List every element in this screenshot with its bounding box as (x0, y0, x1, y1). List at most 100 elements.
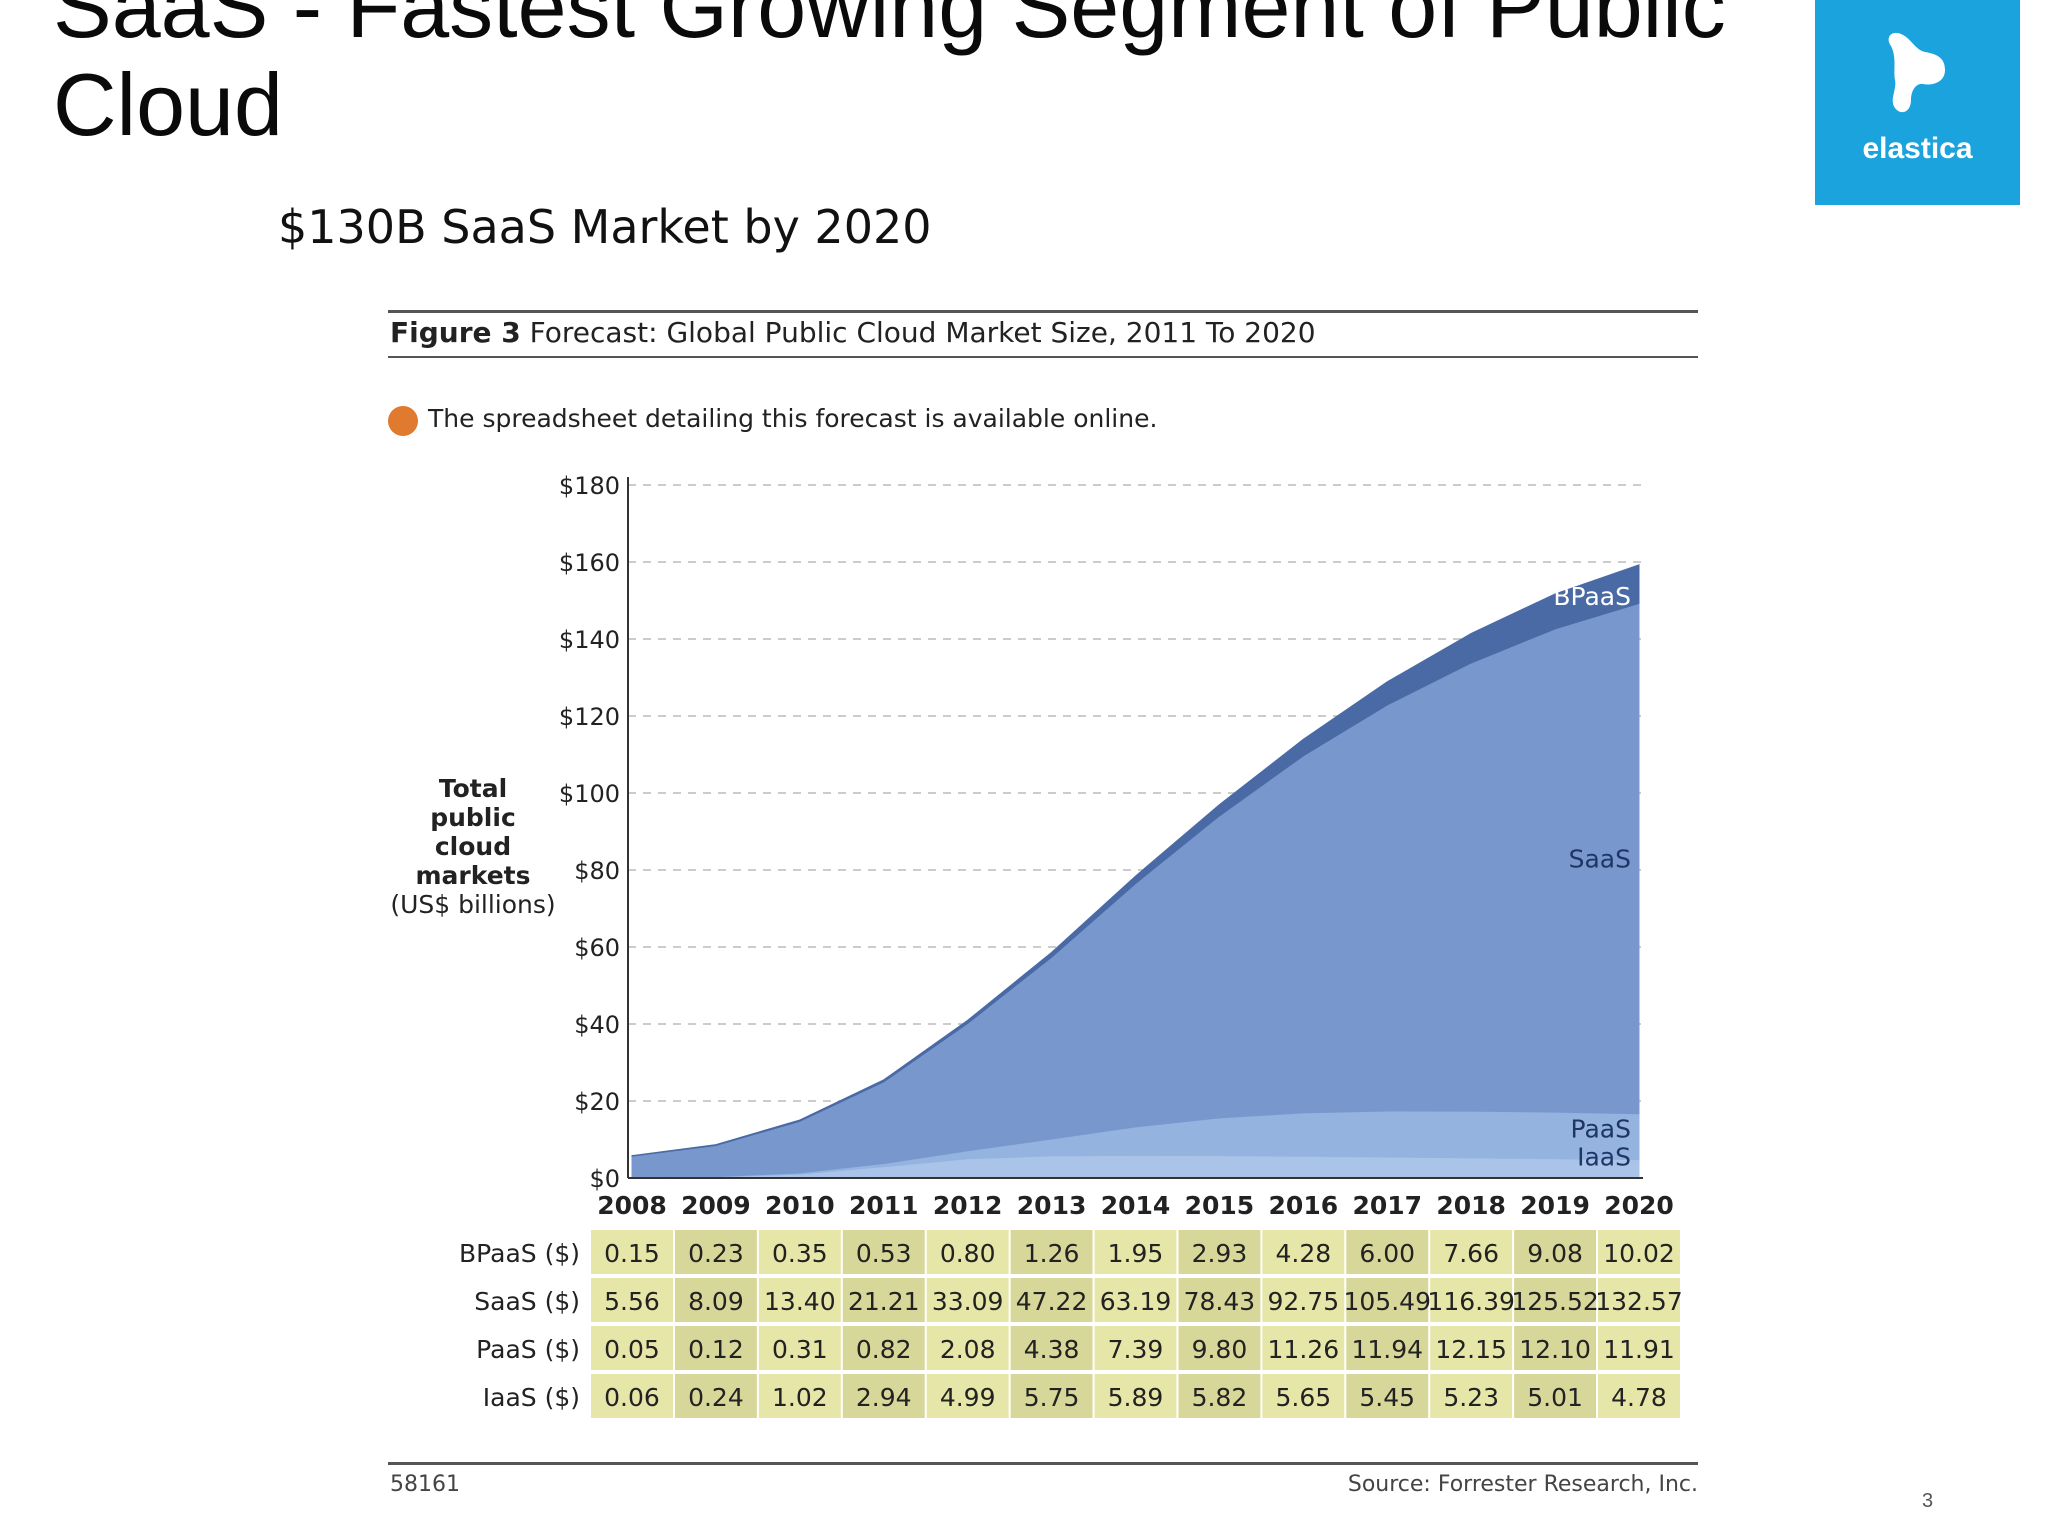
table-cell (758, 1374, 841, 1418)
series-label-iaas: IaaS (1577, 1143, 1631, 1172)
y-tick-label: $140 (559, 626, 620, 654)
x-tick-label: 2011 (849, 1191, 919, 1220)
table-cell (1010, 1374, 1093, 1418)
page-number: 3 (1922, 1490, 1934, 1512)
table-cell-value: 33.09 (932, 1287, 1004, 1316)
table-cell (1598, 1278, 1680, 1322)
table-cell (1178, 1278, 1261, 1322)
table-cell-value: 0.24 (688, 1383, 744, 1412)
table-cell (1514, 1230, 1597, 1274)
series-label-saas: SaaS (1569, 845, 1631, 874)
slide-title: SaaS - Fastest Growing Segment of Public… (53, 0, 1753, 154)
area-saas (631, 602, 1640, 1179)
y-tick-label: $160 (559, 549, 620, 577)
table-cell (674, 1326, 757, 1370)
y-axis-label-line-3: markets (415, 861, 531, 890)
table-cell (1262, 1278, 1345, 1322)
table-cell-value: 4.99 (940, 1383, 996, 1412)
table-cell-value: 2.08 (940, 1335, 996, 1364)
y-tick-label: $60 (574, 934, 620, 962)
x-tick-label: 2015 (1185, 1191, 1255, 1220)
y-axis-label-line-2: public cloud (430, 803, 516, 861)
table-cell (1346, 1278, 1429, 1322)
table-cell (926, 1326, 1009, 1370)
table-cell-value: 5.45 (1359, 1383, 1415, 1412)
table-cell (1514, 1374, 1597, 1418)
slide-subtitle: $130B SaaS Market by 2020 (278, 200, 932, 254)
table-cell-value: 2.94 (856, 1383, 912, 1412)
table-cell-value: 0.80 (940, 1239, 996, 1268)
figure-source: Source: Forrester Research, Inc. (1347, 1472, 1698, 1497)
figure-title: Forecast: Global Public Cloud Market Siz… (529, 316, 1316, 349)
x-tick-label: 2020 (1604, 1191, 1674, 1220)
table-cell (1094, 1278, 1177, 1322)
table-cell (842, 1278, 925, 1322)
table-cell-value: 21.21 (848, 1287, 920, 1316)
x-tick-label: 2012 (933, 1191, 1003, 1220)
spreadsheet-link-icon[interactable] (388, 406, 418, 436)
table-cell (1514, 1278, 1597, 1322)
table-cell-value: 2.93 (1192, 1239, 1248, 1268)
table-cell (674, 1230, 757, 1274)
table-cell-value: 0.06 (604, 1383, 660, 1412)
y-axis-label-line-1: Total (438, 774, 508, 803)
table-cell (926, 1278, 1009, 1322)
table-cell (591, 1230, 673, 1274)
table-cell-value: 8.09 (688, 1287, 744, 1316)
table-cell-value: 13.40 (764, 1287, 836, 1316)
y-tick-label: $80 (574, 857, 620, 885)
x-tick-label: 2016 (1269, 1191, 1339, 1220)
x-tick-label: 2008 (597, 1191, 667, 1220)
table-cell-value: 125.52 (1511, 1287, 1598, 1316)
table-cell (591, 1278, 673, 1322)
table-cell-value: 10.02 (1603, 1239, 1675, 1268)
figure-id: 58161 (390, 1472, 460, 1497)
y-tick-label: $100 (559, 780, 620, 808)
table-cell-value: 0.82 (856, 1335, 912, 1364)
series-label-bpaas: BPaaS (1553, 582, 1631, 611)
table-cell (758, 1230, 841, 1274)
table-cell (674, 1278, 757, 1322)
table-cell (591, 1374, 673, 1418)
table-cell (842, 1326, 925, 1370)
table-cell (591, 1326, 673, 1370)
table-row-label: SaaS ($) (474, 1287, 580, 1316)
table-cell-value: 0.15 (604, 1239, 660, 1268)
table-cell-value: 5.65 (1275, 1383, 1331, 1412)
x-tick-label: 2019 (1520, 1191, 1590, 1220)
table-cell (1010, 1230, 1093, 1274)
table-cell-value: 7.39 (1108, 1335, 1164, 1364)
table-cell-value: 1.02 (772, 1383, 828, 1412)
table-cell (842, 1230, 925, 1274)
y-tick-label: $180 (559, 472, 620, 500)
table-cell-value: 12.15 (1435, 1335, 1507, 1364)
table-cell-value: 0.35 (772, 1239, 828, 1268)
x-tick-label: 2014 (1101, 1191, 1171, 1220)
table-cell-value: 47.22 (1016, 1287, 1088, 1316)
figure-note[interactable]: The spreadsheet detailing this forecast … (428, 404, 1158, 433)
table-cell (1430, 1374, 1513, 1418)
table-cell-value: 11.26 (1268, 1335, 1340, 1364)
table-cell-value: 1.26 (1024, 1239, 1080, 1268)
table-cell-value: 4.78 (1611, 1383, 1667, 1412)
table-cell-value: 5.82 (1192, 1383, 1248, 1412)
y-axis-label-line-4: (US$ billions) (390, 890, 556, 919)
table-cell-value: 0.05 (604, 1335, 660, 1364)
table-cell-value: 12.10 (1519, 1335, 1591, 1364)
table-cell (1094, 1374, 1177, 1418)
table-cell (1094, 1230, 1177, 1274)
table-row-label: BPaaS ($) (459, 1239, 580, 1268)
figure-rule-bottom (388, 1462, 1698, 1465)
table-cell-value: 63.19 (1100, 1287, 1172, 1316)
table-cell-value: 5.56 (604, 1287, 660, 1316)
figure-rule-mid (388, 356, 1698, 358)
stacked-area-chart: $180$160$140$120$100$80$60$40$20$0IaaSPa… (459, 472, 1683, 1418)
table-cell-value: 5.89 (1108, 1383, 1164, 1412)
figure-label: Figure 3 (390, 316, 521, 349)
table-cell-value: 92.75 (1268, 1287, 1340, 1316)
table-cell (1262, 1374, 1345, 1418)
table-cell-value: 0.23 (688, 1239, 744, 1268)
table-cell-value: 0.31 (772, 1335, 828, 1364)
x-tick-label: 2010 (765, 1191, 835, 1220)
table-cell-value: 78.43 (1184, 1287, 1256, 1316)
